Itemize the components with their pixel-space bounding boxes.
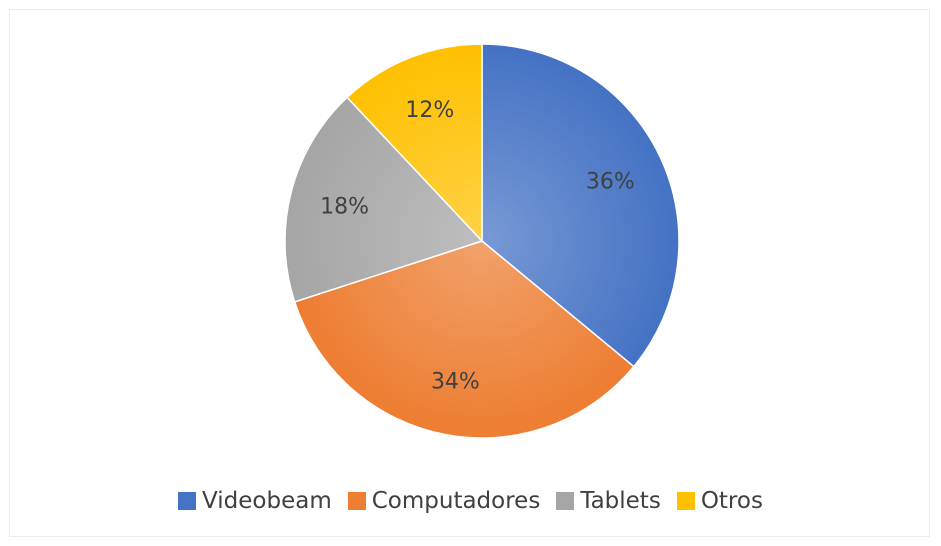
legend-item-tablets[interactable]: Tablets [556,488,661,514]
legend-item-otros[interactable]: Otros [676,488,763,514]
legend-label-computadores: Computadores [371,488,541,514]
data-label-tablets: 18% [320,195,369,220]
pie-data-labels: 36% 34% 18% 12% [320,98,635,394]
legend-swatch-computadores [347,492,366,510]
data-label-videobeam: 36% [586,170,635,195]
pie-slice-tablets[interactable] [284,96,484,303]
legend-label-tablets: Tablets [580,488,661,514]
legend-swatch-tablets [556,492,575,510]
legend-label-otros: Otros [700,488,763,514]
legend-label-videobeam: Videobeam [202,488,332,514]
pie-slice-computadores[interactable] [293,240,635,439]
legend-item-computadores[interactable]: Computadores [347,488,541,514]
legend-item-videobeam[interactable]: Videobeam [178,488,332,514]
data-label-computadores: 34% [431,369,480,394]
data-label-otros: 12% [405,98,454,123]
pie-slice-videobeam[interactable] [481,43,680,368]
chart-legend: Videobeam Computadores Tablets Otros [0,485,941,517]
legend-swatch-otros [676,492,695,510]
legend-swatch-videobeam [178,492,197,510]
pie-slice-otros[interactable] [346,43,483,243]
pie-slices [284,43,680,439]
